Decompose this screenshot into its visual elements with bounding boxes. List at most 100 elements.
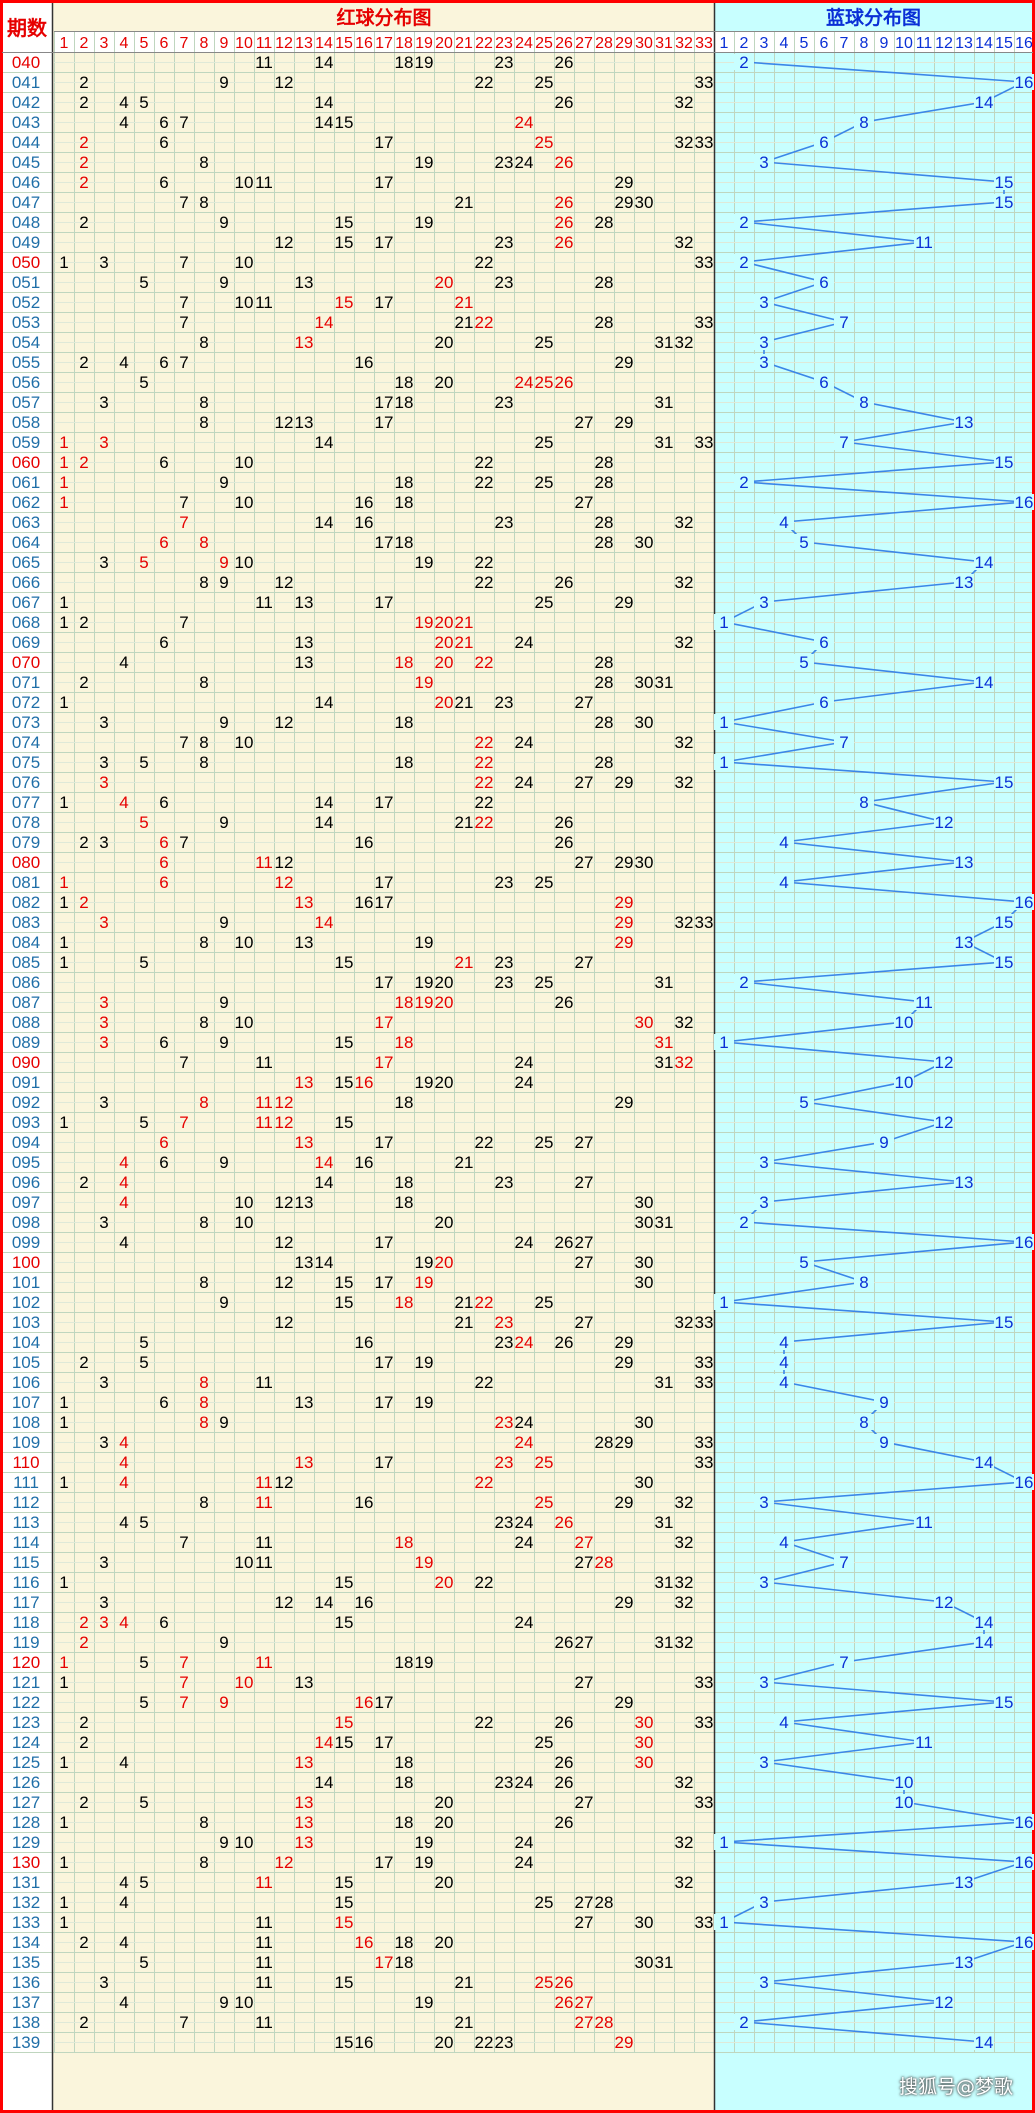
red-ball-cell: 27 <box>575 1233 594 1252</box>
red-ball-cell: 25 <box>535 373 554 392</box>
red-ball-cell: 17 <box>375 1853 394 1872</box>
red-col-header-17: 17 <box>375 35 393 52</box>
red-ball-cell: 9 <box>219 553 228 572</box>
blue-ball-bg <box>894 1794 914 1810</box>
red-ball-cell: 32 <box>675 93 694 112</box>
red-ball-cell: 14 <box>315 93 334 112</box>
period-label: 060 <box>12 453 40 472</box>
red-col-header-20: 20 <box>435 35 453 52</box>
blue-ball-cell: 4 <box>779 833 788 852</box>
blue-ball-cell: 10 <box>895 1773 914 1792</box>
red-ball-cell: 12 <box>275 413 294 432</box>
red-ball-cell: 4 <box>119 1193 128 1212</box>
red-ball-cell: 23 <box>495 2033 514 2052</box>
period-label: 072 <box>12 693 40 712</box>
red-ball-cell: 19 <box>415 673 434 692</box>
red-ball-cell: 7 <box>179 1113 188 1132</box>
red-ball-cell: 10 <box>235 493 254 512</box>
red-ball-cell: 24 <box>515 1053 534 1072</box>
red-ball-cell: 24 <box>515 1773 534 1792</box>
red-ball-cell: 13 <box>295 1393 314 1412</box>
blue-ball-bg <box>754 334 774 350</box>
red-ball-cell: 1 <box>59 1393 68 1412</box>
red-ball-cell: 11 <box>255 1493 273 1512</box>
red-ball-cell: 23 <box>495 693 514 712</box>
minor-grid-lines <box>54 62 1033 2043</box>
blue-ball-cell: 4 <box>779 873 788 892</box>
red-ball-cell: 11 <box>255 1653 273 1672</box>
red-ball-cell: 28 <box>595 653 614 672</box>
red-ball-cell: 1 <box>59 1573 68 1592</box>
red-ball-cell: 20 <box>435 693 454 712</box>
red-ball-cell: 3 <box>99 1373 108 1392</box>
red-ball-cell: 1 <box>59 1893 68 1912</box>
blue-ball-cell: 11 <box>915 993 933 1012</box>
red-ball-cell: 17 <box>375 233 394 252</box>
red-ball-cell: 22 <box>475 553 494 572</box>
red-ball-cell: 29 <box>615 593 634 612</box>
red-ball-cell: 26 <box>555 993 574 1012</box>
red-ball-cell: 29 <box>615 933 634 952</box>
red-ball-cell: 7 <box>179 353 188 372</box>
red-ball-cell: 30 <box>635 1253 654 1272</box>
red-ball-cell: 15 <box>335 953 354 972</box>
red-ball-cell: 21 <box>455 293 474 312</box>
red-ball-cell: 32 <box>675 1873 694 1892</box>
red-ball-cell: 18 <box>395 1033 414 1052</box>
red-ball-cell: 17 <box>375 973 394 992</box>
red-ball-cell: 22 <box>475 813 494 832</box>
red-ball-cell: 2 <box>79 453 88 472</box>
red-ball-cell: 13 <box>295 333 314 352</box>
blue-ball-cell: 8 <box>859 793 868 812</box>
red-ball-cell: 12 <box>275 233 294 252</box>
red-ball-cell: 1 <box>59 493 68 512</box>
red-ball-cell: 32 <box>675 1053 694 1072</box>
period-label: 085 <box>12 953 40 972</box>
period-label: 113 <box>12 1513 39 1532</box>
red-col-header-16: 16 <box>355 35 373 52</box>
red-ball-cell: 15 <box>335 1273 354 1292</box>
red-ball-cell: 24 <box>515 1433 534 1452</box>
blue-ball-bg <box>1014 1934 1034 1950</box>
red-ball-cell: 29 <box>615 193 634 212</box>
red-ball-cell: 21 <box>455 1973 474 1992</box>
blue-ball-bg <box>1014 494 1034 510</box>
red-ball-cell: 10 <box>235 1993 254 2012</box>
red-ball-cell: 28 <box>595 213 614 232</box>
blue-ball-cell: 1 <box>719 1913 728 1932</box>
red-ball-cell: 3 <box>99 1613 108 1632</box>
red-ball-cell: 17 <box>375 1233 394 1252</box>
red-ball-cell: 25 <box>535 433 554 452</box>
red-ball-cell: 3 <box>99 1593 108 1612</box>
red-ball-cell: 28 <box>595 753 614 772</box>
red-ball-cell: 11 <box>255 593 273 612</box>
period-label: 119 <box>12 1633 39 1652</box>
red-ball-cell: 22 <box>475 73 494 92</box>
red-ball-cell: 6 <box>159 1613 168 1632</box>
red-col-header-7: 7 <box>180 35 189 52</box>
red-ball-cell: 16 <box>355 833 374 852</box>
red-ball-cell: 2 <box>79 153 88 172</box>
red-ball-cell: 16 <box>355 513 374 532</box>
red-ball-cell: 20 <box>435 1573 454 1592</box>
red-ball-cell: 29 <box>615 1593 634 1612</box>
red-ball-cell: 1 <box>59 1913 68 1932</box>
red-ball-cell: 18 <box>395 1193 414 1212</box>
red-ball-cell: 2 <box>79 73 88 92</box>
blue-ball-cell: 15 <box>995 193 1014 212</box>
blue-ball-cell: 3 <box>759 293 768 312</box>
period-label: 071 <box>12 673 40 692</box>
red-ball-cell: 30 <box>635 533 654 552</box>
blue-ball-cell: 16 <box>1015 1813 1034 1832</box>
blue-ball-bg <box>994 914 1014 930</box>
red-ball-cell: 23 <box>495 53 514 72</box>
blue-col-header-2: 2 <box>740 35 749 52</box>
red-ball-cell: 19 <box>415 993 434 1012</box>
red-ball-cell: 11 <box>255 1953 273 1972</box>
red-ball-cell: 9 <box>219 813 228 832</box>
red-ball-cell: 16 <box>355 893 374 912</box>
red-ball-cell: 6 <box>159 793 168 812</box>
red-ball-cell: 12 <box>275 573 294 592</box>
red-ball-cell: 1 <box>59 933 68 952</box>
period-label: 124 <box>12 1733 40 1752</box>
